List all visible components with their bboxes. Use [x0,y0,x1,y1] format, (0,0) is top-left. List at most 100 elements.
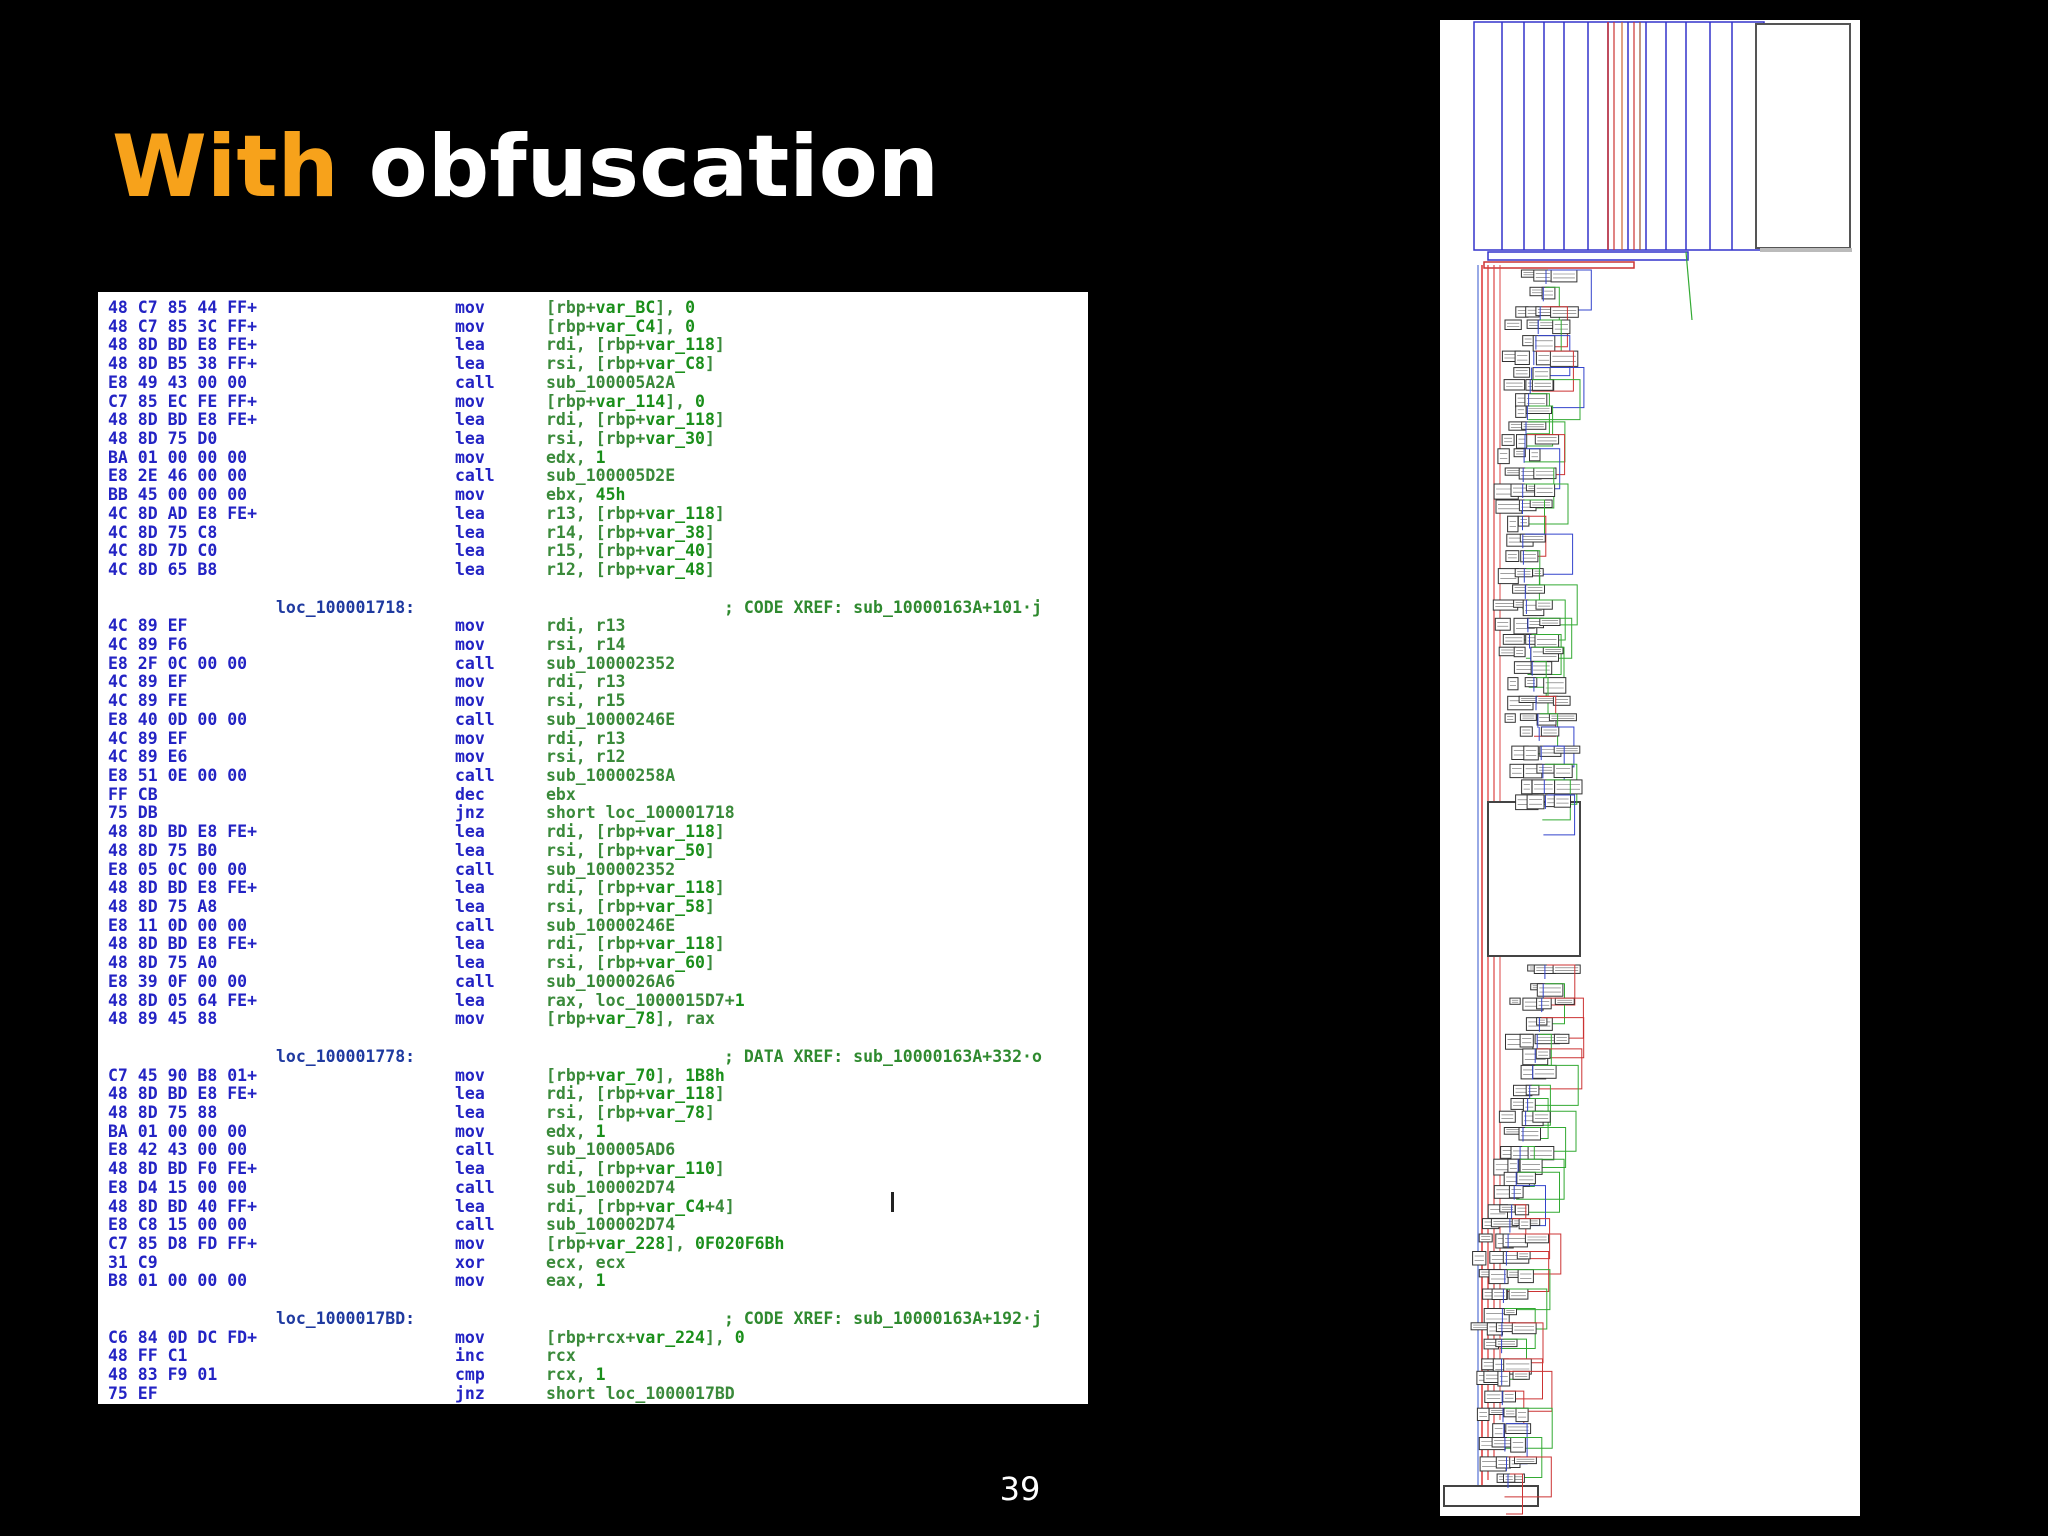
mnemonic: mov [455,691,485,711]
opcode-bytes: E8 2F 0C 00 00 [108,653,248,673]
opcode-bytes: 48 8D BD E8 FE+ [108,878,258,898]
cfg-node [1541,286,1556,300]
cfg-node [1519,726,1533,737]
opcode-bytes: 75 EF [108,1383,158,1403]
operand-part: ], [665,391,696,411]
instruction-line: FF CB dec ebx [98,785,1088,804]
cfg-node [1507,515,1519,533]
instruction-line: 31 C9 xor ecx, ecx [98,1253,1088,1272]
operand-part: edx, [546,447,596,467]
cfg-node [1504,713,1516,723]
cfg-node [1516,434,1528,449]
cfg-node [1534,434,1560,445]
instruction-line: 4C 8D AD E8 FE+ lea r13, [rbp+var_118] [98,504,1088,523]
cfg-node [1550,306,1579,318]
mnemonic: cmp [455,1365,485,1385]
cfg-edge [1533,1048,1583,1090]
instruction-line: C7 45 90 B8 01+ mov [rbp+var_70], 1B8h [98,1066,1088,1085]
operands: rdi, r13 [546,672,625,691]
cfg-edge [1521,1126,1567,1168]
instruction-line: 48 8D 05 64 FE+ lea rax, loc_1000015D7+1 [98,991,1088,1010]
operand-part: sub_100005AD6 [546,1140,676,1160]
instruction-line: 4C 89 FE mov rsi, r15 [98,691,1088,710]
opcode-bytes: E8 49 43 00 00 [108,372,248,392]
cfg-edge [1525,405,1554,447]
operands: rdi, [rbp+var_118] [546,410,725,429]
cfg-node [1515,1407,1529,1423]
opcode-bytes: 48 8D BD 40 FF+ [108,1196,258,1216]
operand-part: ] [704,541,715,561]
instruction-line: E8 C8 15 00 00 call sub_100002D74 [98,1215,1088,1234]
cfg-node [1508,1185,1524,1199]
operand-part: short loc_100001718 [546,803,735,823]
instruction-line: E8 40 0D 00 00 call sub_10000246E [98,710,1088,729]
mnemonic: mov [455,1271,485,1291]
mnemonic: mov [455,672,485,692]
disassembly-listing: 48 C7 85 44 FF+ mov [rbp+var_BC], 0 48 C7 8… [98,292,1088,1404]
operands: [rbp+rcx+var_224], 0 [546,1328,745,1347]
operand-part: ] [714,934,725,954]
cfg-node [1516,1171,1536,1185]
cfg-node [1513,367,1531,378]
operand-part: var_118 [645,1084,715,1104]
opcode-bytes: 31 C9 [108,1252,158,1272]
operand-part: sub_100005D2E [546,466,676,486]
operand-part: eax, [546,1271,596,1291]
instruction-line: 75 EF jnz short loc_1000017BD [98,1384,1088,1403]
opcode-bytes: 48 8D 75 88 [108,1102,218,1122]
cfg-node [1552,964,1581,974]
cfg-node [1526,794,1545,810]
cfg-node [1478,1233,1493,1243]
instruction-line: 4C 8D 75 C8 lea r14, [rbp+var_38] [98,523,1088,542]
operands: rdi, [rbp+var_C4+4] [546,1197,735,1216]
operand-part: [rbp+ [546,298,596,317]
mnemonic: call [455,1140,495,1160]
cfg-node [1522,1098,1536,1112]
operand-part: 1 [595,1121,606,1141]
cfg-edge [1537,1017,1585,1059]
operands: [rbp+var_114], 0 [546,392,705,411]
opcode-bytes: 4C 8D AD E8 FE+ [108,503,258,523]
operands: rsi, [rbp+var_50] [546,841,715,860]
operand-part: sub_100005A2A [546,372,676,392]
mnemonic: lea [455,429,485,449]
cfg-node [1553,745,1581,754]
instruction-line: BB 45 00 00 00 mov ebx, 45h [98,485,1088,504]
cfg-node [1536,997,1552,1010]
mnemonic: lea [455,541,485,561]
operand-part: sub_10000258A [546,766,676,785]
cfg-node [1552,695,1571,706]
cfg-top-block [1473,21,1852,321]
cfg-node [1536,983,1564,997]
cfg-node [1510,1437,1526,1453]
instruction-line: 48 8D 75 A0 lea rsi, [rbp+var_60] [98,953,1088,972]
opcode-bytes: C7 85 D8 FD FF+ [108,1234,258,1253]
cfg-node [1533,467,1557,480]
instruction-line: E8 42 43 00 00 call sub_100005AD6 [98,1140,1088,1159]
cfg-node [1517,1269,1534,1284]
opcode-bytes: 4C 8D 75 C8 [108,522,218,542]
opcode-bytes: BA 01 00 00 00 [108,447,248,467]
mnemonic: call [455,915,495,935]
instruction-line: 48 8D B5 38 FF+ lea rsi, [rbp+var_C8] [98,354,1088,373]
operand-part: edx, [546,1121,596,1141]
cfg-node [1524,1233,1550,1244]
mnemonic: lea [455,953,485,973]
instruction-line: 48 C7 85 3C FF+ mov [rbp+var_C4], 0 [98,317,1088,336]
operand-part: rax, loc_1000015D7+ [546,990,735,1010]
operand-part: ], [655,1065,686,1085]
cfg-node [1498,1110,1516,1123]
instruction-line: E8 11 0D 00 00 call sub_10000246E [98,916,1088,935]
mnemonic: jnz [455,1383,485,1403]
mnemonic: lea [455,934,485,954]
operands: [rbp+var_70], 1B8h [546,1066,725,1085]
mnemonic: lea [455,335,485,355]
operands: ebx [546,785,576,804]
instruction-line: E8 49 43 00 00 call sub_100005A2A [98,373,1088,392]
cfg-node [1535,1048,1551,1059]
opcode-bytes: FF CB [108,784,158,804]
cfg-node [1533,269,1553,282]
mnemonic: lea [455,1084,485,1104]
mnemonic: call [455,466,495,486]
mnemonic: mov [455,1065,485,1085]
